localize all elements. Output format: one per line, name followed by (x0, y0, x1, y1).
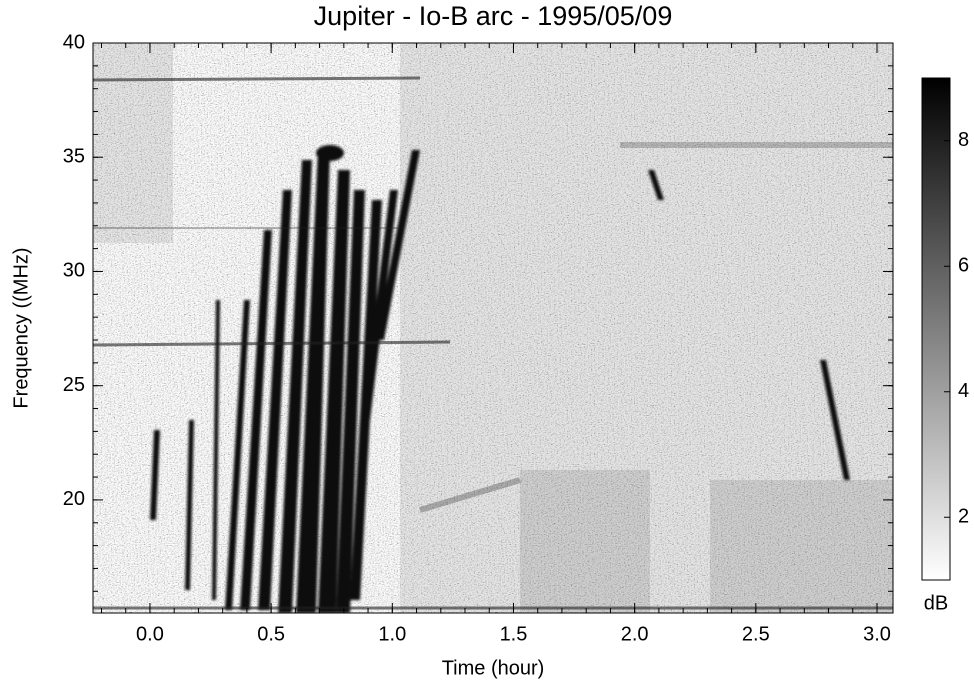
plot-frame (92, 42, 894, 614)
colorbar-tick-label: 8 (958, 129, 969, 151)
colorbar-tick-label: 2 (958, 506, 969, 528)
x-tick-label: 2.5 (742, 623, 770, 645)
y-tick-label: 25 (63, 374, 85, 396)
chart-title: Jupiter - Io-B arc - 1995/05/09 (314, 1, 673, 31)
y-tick-label: 30 (63, 260, 85, 282)
x-tick-label: 0.5 (257, 623, 285, 645)
colorbar-tick-label: 4 (958, 380, 969, 402)
x-tick-label: 3.0 (863, 623, 891, 645)
x-tick-label: 1.0 (378, 623, 406, 645)
colorbar-label: dB (924, 592, 948, 614)
x-axis-label: Time (hour) (442, 657, 545, 679)
y-tick-label: 20 (63, 488, 85, 510)
x-tick-label: 0.0 (136, 623, 164, 645)
colorbar (921, 77, 951, 581)
x-tick-label: 2.0 (621, 623, 649, 645)
colorbar-tick-label: 6 (958, 255, 969, 277)
x-tick-label: 1.5 (500, 623, 528, 645)
y-axis-label: Frequency ((MHz) (10, 247, 32, 408)
y-tick-label: 40 (63, 31, 85, 53)
spectrogram-image (93, 43, 893, 613)
y-tick-label: 35 (63, 146, 85, 168)
